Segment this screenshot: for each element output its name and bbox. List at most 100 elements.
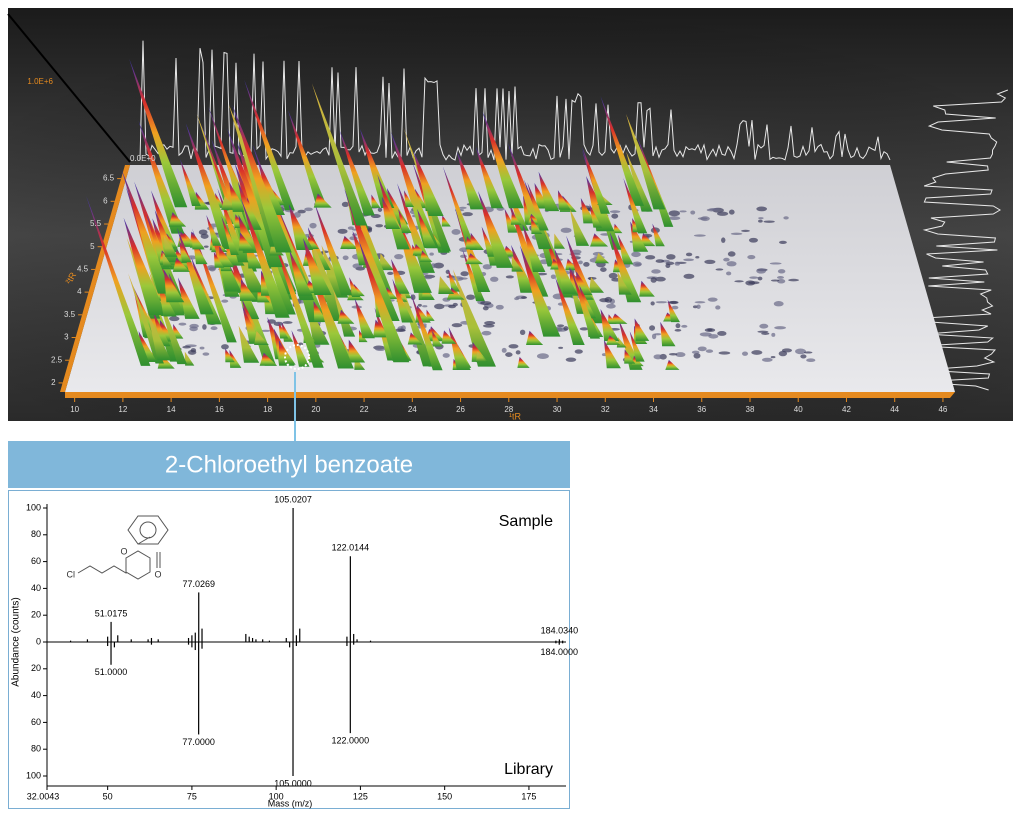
spot: [348, 226, 354, 229]
spot: [505, 352, 512, 357]
atom-label: Cl: [67, 569, 76, 579]
spot: [707, 328, 712, 331]
spot: [309, 223, 316, 229]
spectrum-panel: [9, 491, 570, 809]
spot: [656, 259, 664, 263]
spot: [675, 329, 682, 332]
spot: [375, 224, 383, 227]
x-tick-label: 34: [649, 405, 658, 414]
spot: [221, 300, 228, 303]
spot: [506, 275, 514, 278]
y-tick-label: 100: [26, 502, 41, 512]
spot: [707, 209, 716, 212]
z-tick-label: 0.0E+0: [130, 154, 156, 163]
spot: [508, 344, 518, 348]
spot: [788, 279, 799, 282]
spot: [462, 212, 473, 216]
spot: [708, 298, 718, 302]
y-tick-label: 5: [90, 242, 95, 251]
spot: [490, 277, 498, 282]
peak-label: 184.0340: [541, 626, 579, 636]
spot: [771, 279, 779, 281]
spot: [200, 347, 205, 350]
x-axis-label: Mass (m/z): [268, 798, 313, 808]
peak-label: 77.0269: [182, 579, 215, 589]
spot: [758, 277, 763, 281]
spot: [706, 349, 713, 353]
spot: [741, 230, 750, 232]
peak-label: 122.0144: [332, 543, 370, 553]
spot: [704, 260, 715, 264]
spot: [521, 296, 527, 299]
spot: [460, 271, 468, 276]
x-tick-label: 26: [456, 405, 465, 414]
y-tick-label: 3: [64, 333, 69, 342]
x-tick-label: 14: [167, 405, 176, 414]
spot: [761, 332, 769, 335]
spot: [726, 272, 731, 276]
spot: [777, 279, 785, 284]
spot: [483, 324, 495, 327]
spot: [394, 254, 403, 259]
spot: [756, 268, 766, 273]
spot: [429, 253, 433, 256]
spot: [747, 255, 755, 259]
x-tick-label: 10: [70, 405, 79, 414]
spot: [204, 245, 209, 247]
spot: [645, 255, 655, 259]
x-tick-label: 24: [408, 405, 417, 414]
peak-label: 51.0000: [95, 667, 128, 677]
spot: [211, 326, 218, 330]
x-tick-label: 125: [353, 791, 368, 801]
x-tick-label: 46: [938, 405, 947, 414]
spot: [696, 304, 700, 308]
spot: [751, 350, 762, 355]
spot: [418, 304, 422, 307]
spot: [717, 212, 728, 216]
spot: [557, 324, 564, 327]
atom-label: O: [154, 569, 161, 579]
series-name: Library: [504, 761, 553, 778]
y-tick-label: 6.5: [103, 174, 115, 183]
spot: [434, 304, 444, 310]
spot: [606, 304, 616, 309]
y-tick-label: 2.5: [51, 355, 63, 364]
spot: [578, 260, 583, 264]
spot: [221, 344, 229, 349]
spot: [686, 253, 692, 257]
spot: [459, 207, 467, 209]
spot: [466, 295, 475, 300]
spot: [719, 351, 731, 354]
spot: [651, 277, 657, 283]
spot: [695, 301, 706, 303]
spot: [611, 213, 618, 218]
spot: [189, 326, 197, 331]
spot: [778, 269, 785, 273]
spot: [669, 301, 678, 304]
peak-label: 105.0000: [274, 778, 312, 788]
spot: [681, 325, 687, 328]
spot: [202, 324, 206, 330]
y-tick-label: 80: [31, 529, 41, 539]
spot: [777, 276, 784, 279]
spot: [771, 333, 775, 337]
spot: [182, 346, 191, 349]
x-tick-label: 16: [215, 405, 224, 414]
spot: [169, 316, 179, 321]
spot: [745, 280, 755, 285]
spot: [774, 326, 786, 329]
x-tick-label: 175: [521, 791, 536, 801]
spot: [378, 208, 382, 212]
x-tick-label: 44: [890, 405, 899, 414]
spot: [343, 255, 349, 260]
spot: [583, 262, 589, 267]
y-tick-label: 5.5: [90, 219, 102, 228]
spot: [502, 348, 507, 353]
spot: [201, 234, 209, 239]
y-tick-label: 20: [31, 610, 41, 620]
spot: [669, 210, 681, 216]
x-tick-label: 50: [103, 791, 113, 801]
y-tick-label: 2: [51, 378, 56, 387]
x-tick-label: 32.0043: [27, 791, 60, 801]
spot: [537, 353, 549, 359]
